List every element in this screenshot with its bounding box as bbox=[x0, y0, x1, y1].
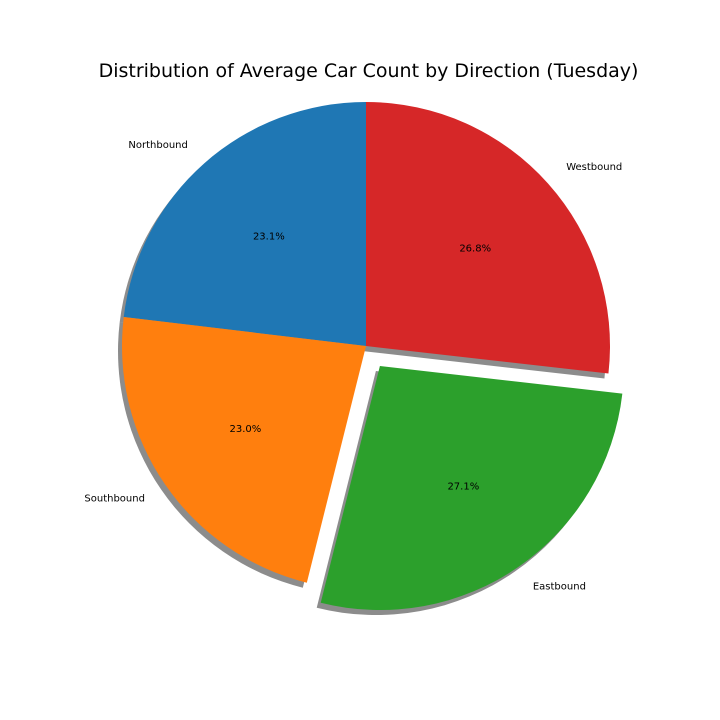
pie-wedges bbox=[122, 102, 623, 611]
pie-pct-label-eastbound: 27.1% bbox=[447, 481, 479, 492]
pie-slice-westbound bbox=[366, 102, 610, 374]
pie-category-label-northbound: Northbound bbox=[128, 140, 187, 151]
pie-category-label-westbound: Westbound bbox=[566, 162, 622, 173]
pie-pct-label-westbound: 26.8% bbox=[459, 243, 491, 254]
pie-slice-eastbound bbox=[320, 366, 623, 611]
pie-slice-northbound bbox=[123, 102, 367, 346]
chart-title: Distribution of Average Car Count by Dir… bbox=[98, 60, 639, 82]
pie-pct-label-northbound: 23.1% bbox=[253, 231, 285, 242]
pie-slice-southbound bbox=[122, 316, 366, 583]
pie-labels: 23.1% Northbound 23.0% Southbound 27.1% Eastb… bbox=[84, 140, 622, 592]
pie-pct-label-southbound: 23.0% bbox=[230, 424, 262, 435]
pie-category-label-southbound: Southbound bbox=[84, 493, 145, 504]
pie-category-label-eastbound: Eastbound bbox=[533, 582, 586, 593]
